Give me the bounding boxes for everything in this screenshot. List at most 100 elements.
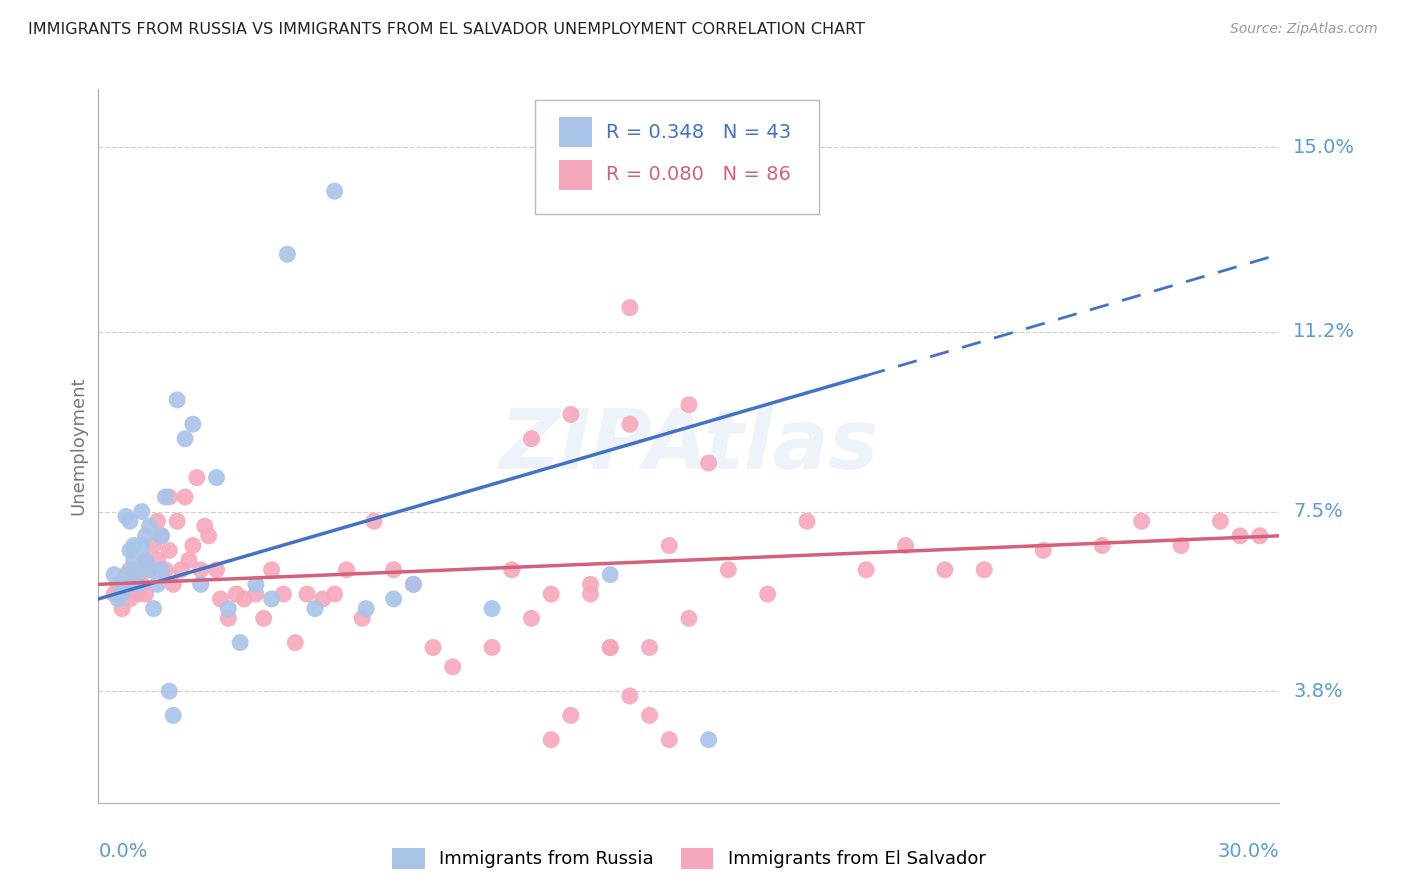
Point (323, 587, 346, 601)
Point (1170, 539, 1192, 553)
Point (520, 611, 543, 625)
Point (181, 417, 204, 432)
Point (304, 601, 326, 615)
Point (127, 567, 149, 582)
Point (162, 577, 184, 591)
Point (115, 509, 138, 524)
Point (363, 514, 385, 528)
Point (540, 587, 562, 601)
Point (934, 563, 956, 577)
Point (131, 577, 153, 591)
Point (118, 591, 141, 606)
Point (225, 587, 247, 601)
Point (599, 640, 621, 655)
Point (217, 601, 239, 615)
Point (501, 563, 523, 577)
Point (973, 563, 995, 577)
Point (138, 563, 160, 577)
Text: 15.0%: 15.0% (1294, 138, 1355, 157)
Point (162, 708, 184, 723)
Point (150, 529, 173, 543)
Point (560, 708, 582, 723)
Point (111, 601, 134, 615)
Point (177, 553, 200, 567)
Point (205, 470, 228, 484)
Point (678, 398, 700, 412)
Point (260, 591, 283, 606)
Point (131, 539, 153, 553)
Point (312, 591, 335, 606)
Point (115, 567, 138, 582)
Point (135, 587, 157, 601)
Point (253, 611, 276, 625)
Point (894, 539, 917, 553)
Point (1229, 529, 1251, 543)
Point (678, 611, 700, 625)
Point (127, 563, 149, 577)
Point (402, 577, 425, 591)
Text: 3.8%: 3.8% (1294, 681, 1343, 700)
Point (135, 553, 157, 567)
Point (276, 247, 298, 261)
Text: IMMIGRANTS FROM RUSSIA VS IMMIGRANTS FROM EL SALVADOR UNEMPLOYMENT CORRELATION C: IMMIGRANTS FROM RUSSIA VS IMMIGRANTS FRO… (28, 22, 865, 37)
Point (599, 567, 621, 582)
Point (118, 563, 141, 577)
Point (233, 591, 256, 606)
Point (354, 601, 377, 615)
Point (697, 456, 720, 470)
Point (209, 591, 232, 606)
Point (205, 563, 228, 577)
Point (579, 587, 602, 601)
Point (138, 563, 160, 577)
Point (142, 539, 165, 553)
Text: 30.0%: 30.0% (1218, 842, 1279, 861)
Point (619, 301, 641, 315)
Point (697, 732, 720, 747)
Point (1249, 529, 1271, 543)
Point (118, 514, 141, 528)
Point (157, 490, 180, 504)
Point (138, 519, 160, 533)
Point (481, 601, 503, 615)
Point (197, 529, 219, 543)
Point (1091, 539, 1114, 553)
Point (131, 504, 153, 518)
Text: 0.0%: 0.0% (98, 842, 148, 861)
Point (170, 563, 193, 577)
Point (260, 563, 283, 577)
Point (1130, 514, 1153, 528)
Point (284, 635, 307, 649)
Legend: Immigrants from Russia, Immigrants from El Salvador: Immigrants from Russia, Immigrants from … (385, 840, 993, 876)
Point (520, 432, 543, 446)
Point (335, 563, 357, 577)
Point (115, 577, 138, 591)
Point (352, 611, 374, 625)
Point (638, 640, 661, 655)
Point (194, 519, 217, 533)
Point (111, 577, 134, 591)
Bar (560, 160, 592, 190)
Point (599, 640, 621, 655)
Point (560, 408, 582, 422)
Point (107, 577, 129, 591)
Point (422, 640, 444, 655)
Point (245, 577, 267, 591)
Point (103, 567, 125, 582)
Point (146, 577, 169, 591)
Point (107, 591, 129, 606)
Point (122, 539, 145, 553)
Bar (560, 117, 592, 147)
Point (273, 587, 295, 601)
Point (142, 601, 165, 615)
Point (155, 563, 177, 577)
Point (103, 587, 125, 601)
Point (155, 490, 177, 504)
Point (382, 563, 405, 577)
Text: 11.2%: 11.2% (1294, 322, 1355, 342)
Point (579, 577, 602, 591)
Point (217, 611, 239, 625)
Point (619, 417, 641, 432)
Point (127, 577, 149, 591)
Point (146, 553, 169, 567)
Point (157, 543, 180, 558)
